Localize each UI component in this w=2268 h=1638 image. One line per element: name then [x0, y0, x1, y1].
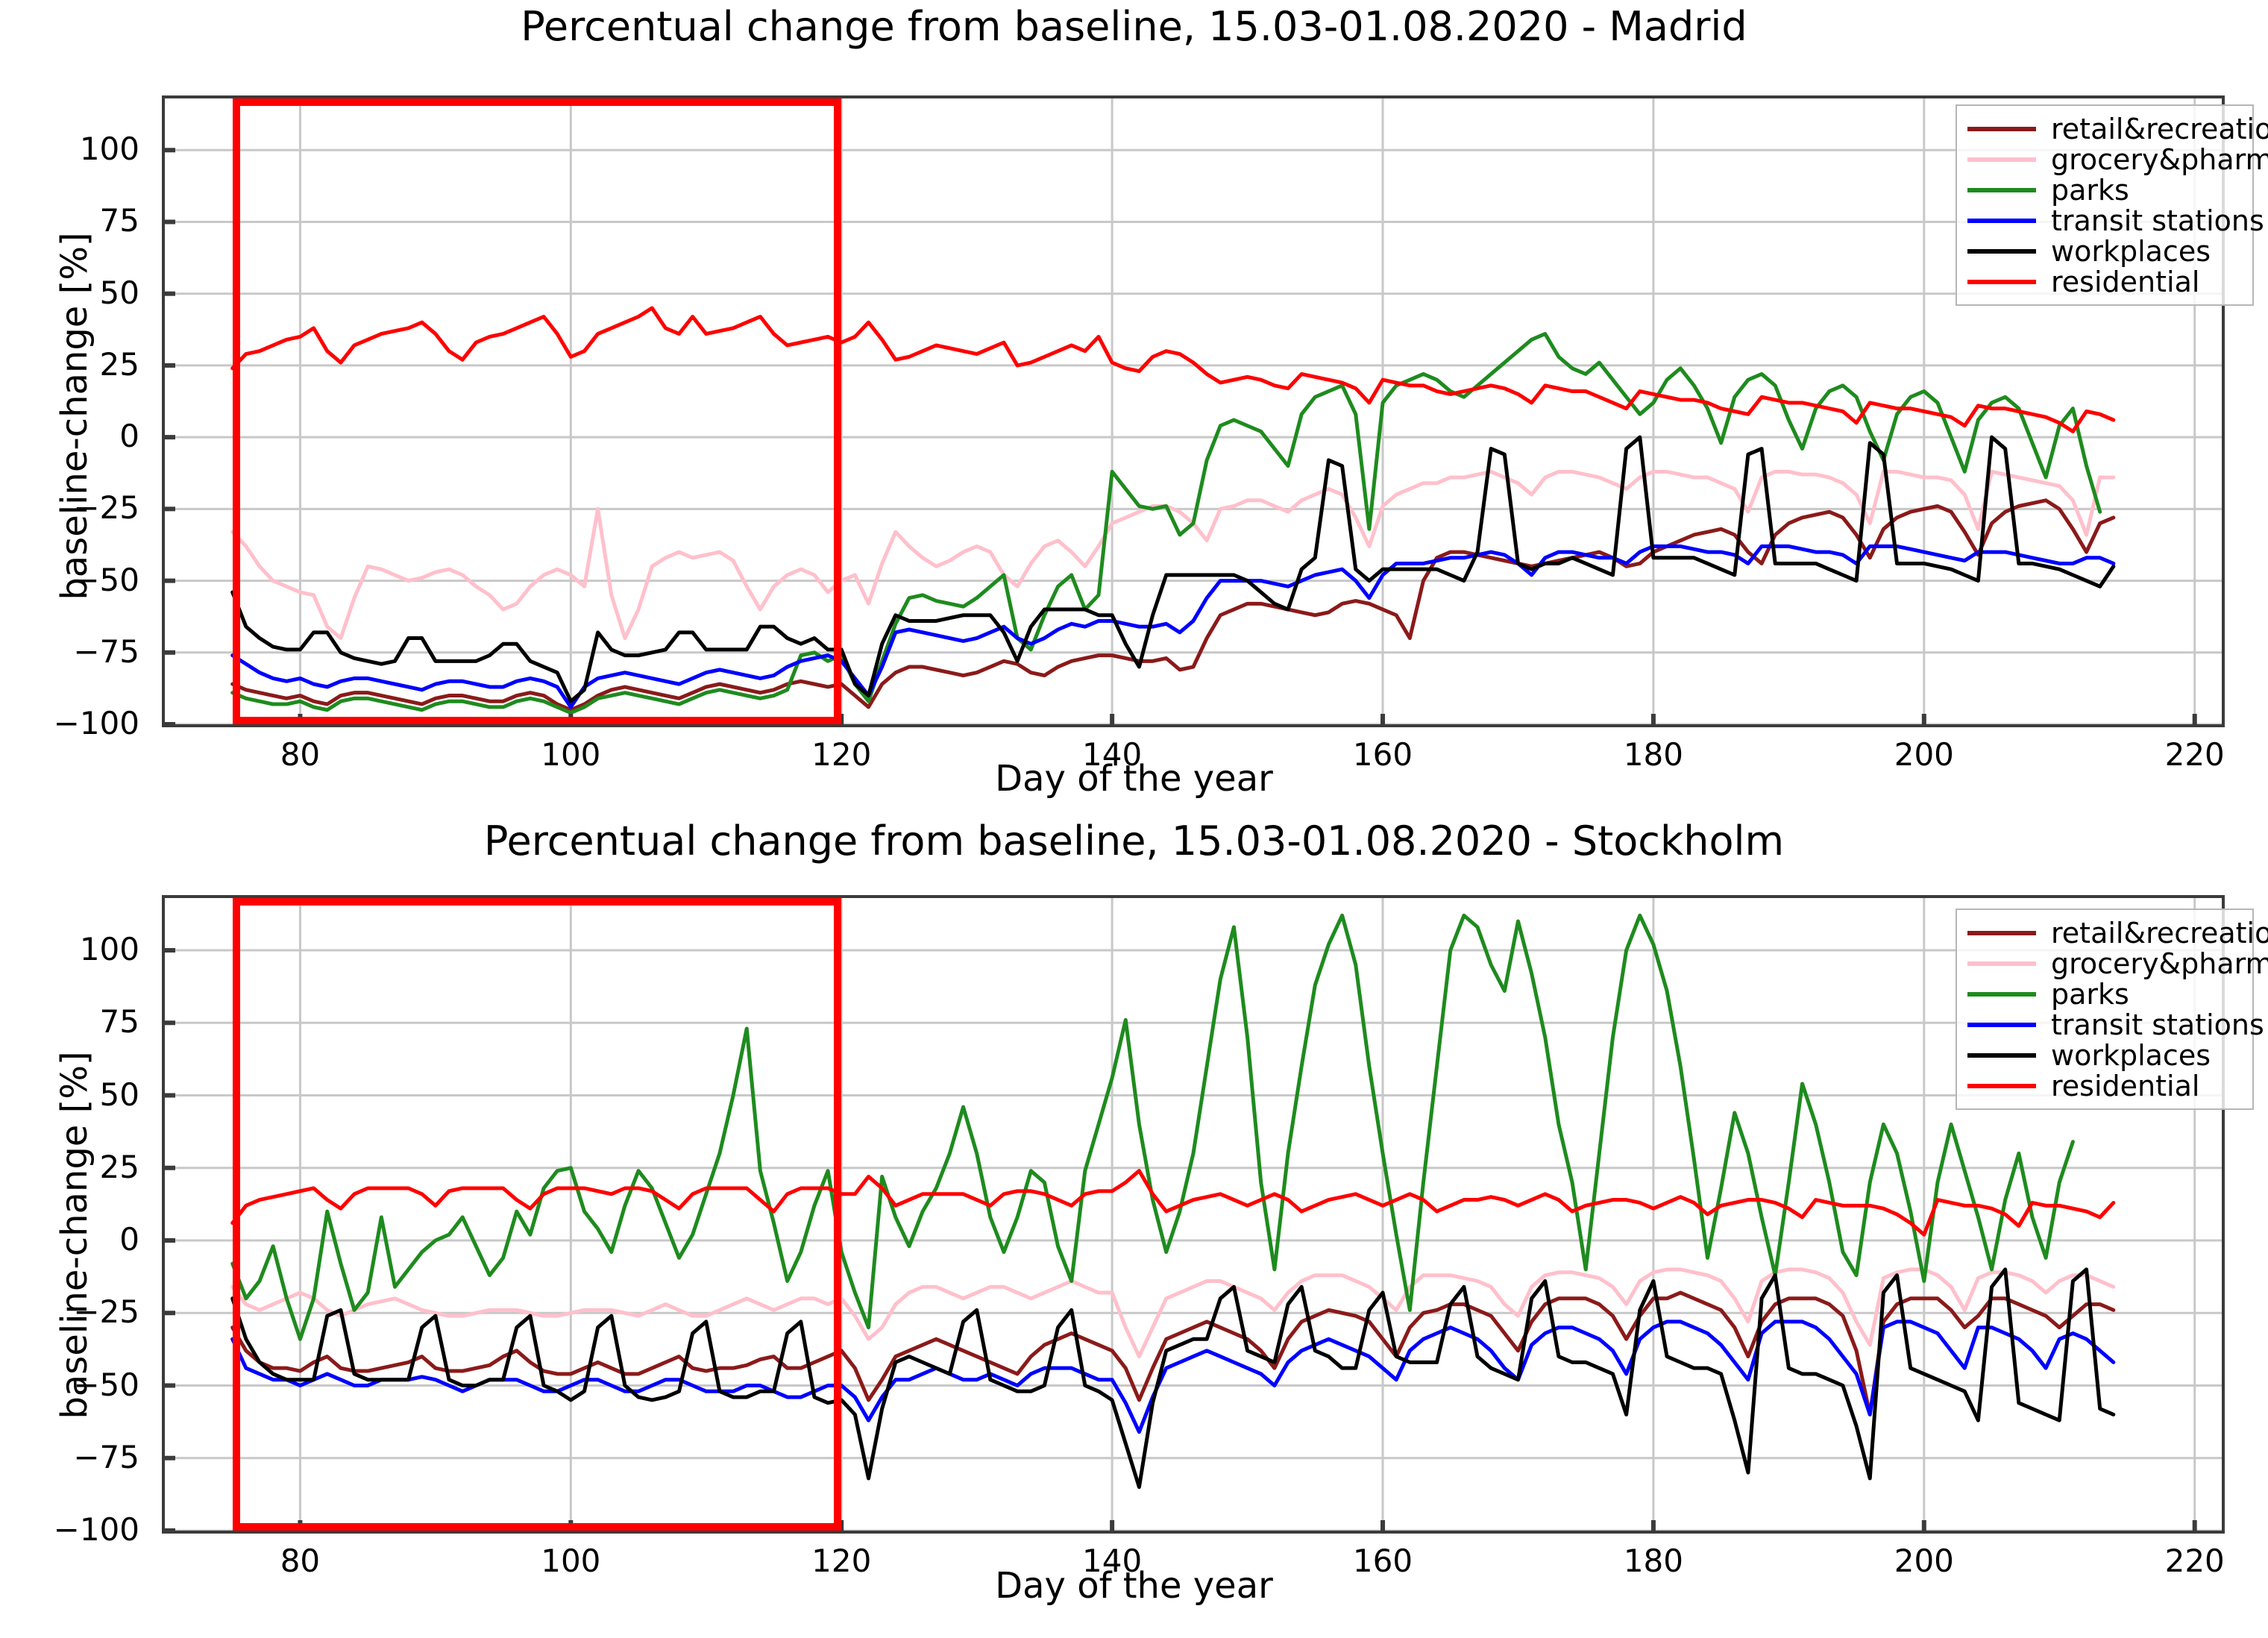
legend-item-grocery-pharmacy[interactable]: grocery&pharmacy: [1967, 948, 2268, 979]
y-tick-label: −50: [73, 561, 139, 598]
series-line-residential: [230, 306, 2116, 433]
plot-area-stockholm: [162, 895, 2225, 1534]
legend-item-label: workplaces: [2051, 1038, 2211, 1072]
page-title-madrid: Percentual change from baseline, 15.03-0…: [521, 3, 1747, 50]
legend-item-parks[interactable]: parks: [1967, 979, 2239, 1009]
page-title-stockholm: Percentual change from baseline, 15.03-0…: [483, 818, 1785, 865]
y-tick-label: 50: [99, 274, 139, 311]
legend-item-label: workplaces: [2051, 234, 2211, 268]
y-tick-label: −75: [73, 633, 139, 670]
x-tick-label: 80: [280, 1543, 321, 1579]
legend-item-workplaces[interactable]: workplaces: [1967, 236, 2239, 266]
plot-area-madrid: [162, 95, 2225, 727]
x-tick-label: 200: [1894, 736, 1954, 773]
legend-item-label: retail&recreation: [2051, 916, 2268, 950]
legend-line-swatch-icon: [1967, 218, 2036, 223]
legend-line-swatch-icon: [1967, 126, 2036, 131]
series-line-workplaces: [230, 1267, 2116, 1490]
legend-item-label: residential: [2051, 1069, 2200, 1102]
legend-line-swatch-icon: [1967, 1022, 2036, 1027]
legend-line-swatch-icon: [1967, 1052, 2036, 1058]
legend-item-retail-recreation[interactable]: retail&recreation: [1967, 917, 2268, 948]
series-line-grocery-pharmacy: [230, 469, 2116, 641]
legend-madrid: retail&recreationgrocery&pharmacyparkstr…: [1956, 104, 2268, 306]
y-tick-label: 25: [99, 345, 139, 383]
legend-stockholm: retail&recreationgrocery&pharmacyparkstr…: [1956, 909, 2268, 1110]
x-axis-label-madrid: Day of the year: [995, 758, 1273, 800]
x-tick-label: 160: [1352, 736, 1413, 773]
series-line-grocery-pharmacy: [230, 1267, 2116, 1359]
legend-item-label: transit stations: [2051, 204, 2264, 237]
x-tick-label: 180: [1623, 1543, 1683, 1579]
legend-item-label: retail&recreation: [2051, 112, 2268, 145]
series-line-transit-stations: [230, 544, 2116, 709]
legend-item-label: transit stations: [2051, 1008, 2264, 1041]
y-tick-label: −100: [53, 1511, 139, 1548]
legend-item-label: parks: [2051, 173, 2129, 207]
legend-line-swatch-icon: [1967, 991, 2036, 997]
legend-item-label: grocery&pharmacy: [2051, 142, 2268, 176]
legend-item-parks[interactable]: parks: [1967, 175, 2239, 205]
x-tick-label: 100: [541, 736, 601, 773]
y-tick-label: 50: [99, 1076, 139, 1113]
x-tick-label: 140: [1082, 1543, 1143, 1579]
legend-item-retail-recreation[interactable]: retail&recreation: [1967, 113, 2268, 144]
y-tick-label: 100: [79, 931, 139, 968]
y-tick-label: −25: [73, 489, 139, 527]
x-tick-label: 220: [2164, 736, 2225, 773]
y-tick-label: 0: [119, 418, 139, 455]
legend-item-residential[interactable]: residential: [1967, 1070, 2239, 1101]
legend-line-swatch-icon: [1967, 157, 2036, 162]
y-tick-label: −50: [73, 1366, 139, 1403]
y-tick-label: −25: [73, 1293, 139, 1331]
legend-item-residential[interactable]: residential: [1967, 266, 2239, 297]
plot-canvas-madrid: [165, 98, 2222, 724]
legend-line-swatch-icon: [1967, 248, 2036, 254]
y-tick-label: 0: [119, 1221, 139, 1258]
x-tick-label: 120: [811, 736, 872, 773]
legend-line-swatch-icon: [1967, 930, 2036, 935]
series-line-residential: [230, 1169, 2116, 1237]
x-axis-label-stockholm: Day of the year: [995, 1565, 1273, 1607]
x-tick-label: 120: [811, 1543, 872, 1579]
legend-item-label: parks: [2051, 977, 2129, 1011]
series-line-retail-recreation: [230, 1290, 2116, 1416]
y-tick-label: 100: [79, 131, 139, 168]
x-tick-label: 80: [280, 736, 321, 773]
plot-canvas-stockholm: [165, 898, 2222, 1531]
series-line-transit-stations: [230, 1320, 2116, 1434]
legend-item-label: residential: [2051, 265, 2200, 298]
series-line-parks: [230, 913, 2075, 1341]
x-tick-label: 180: [1623, 736, 1683, 773]
series-line-workplaces: [230, 435, 2116, 703]
x-tick-label: 140: [1082, 736, 1143, 773]
legend-item-workplaces[interactable]: workplaces: [1967, 1040, 2239, 1070]
legend-line-swatch-icon: [1967, 187, 2036, 192]
legend-line-swatch-icon: [1967, 279, 2036, 284]
series-line-retail-recreation: [230, 498, 2116, 712]
legend-line-swatch-icon: [1967, 961, 2036, 966]
x-tick-label: 160: [1352, 1543, 1413, 1579]
y-tick-label: −100: [53, 705, 139, 741]
panel-madrid: Percentual change from baseline, 15.03-0…: [53, 3, 2268, 800]
legend-item-transit-stations[interactable]: transit stations: [1967, 1009, 2264, 1040]
legend-line-swatch-icon: [1967, 1083, 2036, 1088]
panel-stockholm: Percentual change from baseline, 15.03-0…: [0, 818, 2268, 1638]
y-tick-label: 75: [99, 1003, 139, 1041]
series-line-parks: [230, 332, 2102, 715]
legend-item-transit-stations[interactable]: transit stations: [1967, 205, 2264, 236]
y-tick-label: 75: [99, 202, 139, 239]
legend-item-label: grocery&pharmacy: [2051, 947, 2268, 980]
x-tick-label: 100: [541, 1543, 601, 1579]
y-tick-label: 25: [99, 1148, 139, 1185]
legend-item-grocery-pharmacy[interactable]: grocery&pharmacy: [1967, 144, 2268, 175]
y-tick-label: −75: [73, 1438, 139, 1475]
x-tick-label: 220: [2164, 1543, 2225, 1579]
x-tick-label: 200: [1894, 1543, 1954, 1579]
